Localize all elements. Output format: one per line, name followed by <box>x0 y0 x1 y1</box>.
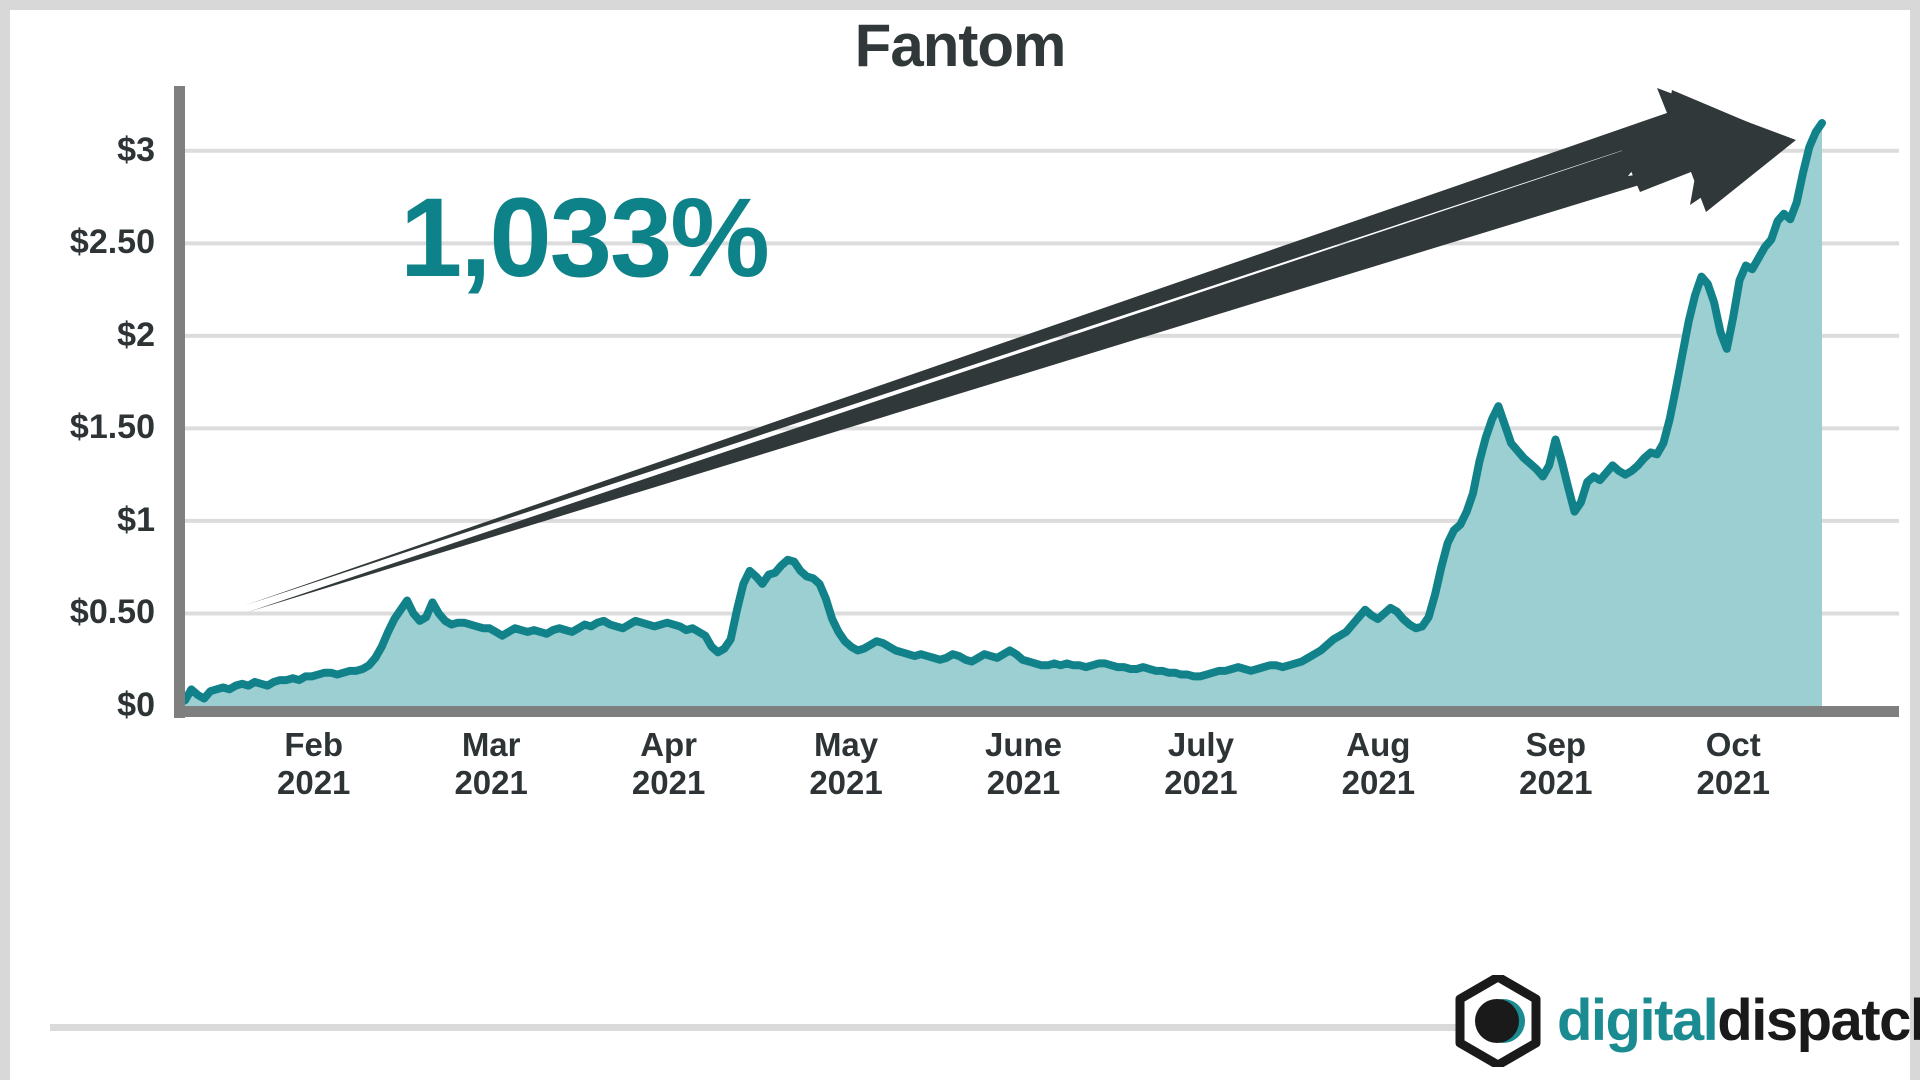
x-axis-tick-year: 2021 <box>809 764 883 801</box>
x-axis-tick-year: 2021 <box>454 764 528 801</box>
y-axis-tick-label: $0.50 <box>69 593 155 632</box>
x-axis-tick-year: 2021 <box>1341 764 1416 801</box>
y-axis-tick-label: $2 <box>117 315 155 354</box>
brand-logo-text-secondary: dispatch <box>1717 988 1920 1053</box>
footer-divider <box>50 1024 1460 1031</box>
y-axis-tick-label: $0 <box>117 686 155 724</box>
x-axis-tick-label: Oct 2021 <box>1653 726 1813 802</box>
page-title: Fantom <box>854 12 1067 79</box>
brand-logo-text: digitaldispatch <box>1557 992 1920 1050</box>
x-axis-tick-label: Sep 2021 <box>1476 726 1636 802</box>
brand-logo-text-primary: digital <box>1557 988 1719 1053</box>
x-axis-tick-year: 2021 <box>986 764 1061 801</box>
y-axis-tick-label: $2.50 <box>69 223 155 262</box>
x-axis-tick-label: Apr 2021 <box>589 726 749 802</box>
price-area-series <box>181 119 1826 706</box>
x-axis-tick-year: 2021 <box>277 764 351 801</box>
y-axis-line <box>174 86 185 718</box>
x-axis-tick-month: Apr <box>640 726 698 763</box>
y-axis-tick-label: $3 <box>117 130 155 169</box>
x-axis-tick-month: Oct <box>1705 726 1761 763</box>
brand-logo: digitaldispatch <box>1455 975 1920 1067</box>
frame-border-right <box>1910 0 1920 1080</box>
x-axis-tick-year: 2021 <box>631 764 706 801</box>
x-axis-tick-year: 2021 <box>1164 764 1238 801</box>
trend-arrow-head <box>1621 88 1796 212</box>
x-axis-tick-month: May <box>813 726 879 763</box>
x-axis-line <box>174 706 1899 717</box>
trend-arrow-icon <box>243 88 1796 612</box>
x-axis-tick-label: May 2021 <box>766 726 926 802</box>
x-axis-tick-label: June 2021 <box>944 726 1104 802</box>
trend-arrow-shape <box>243 90 1788 612</box>
frame-border-left <box>0 0 10 1080</box>
x-axis-tick-label: Feb 2021 <box>234 726 394 802</box>
x-axis-tick-month: Mar <box>461 726 521 763</box>
x-axis-tick-label: Mar 2021 <box>411 726 571 802</box>
x-axis-tick-month: Sep <box>1525 726 1587 763</box>
x-axis-tick-month: July <box>1167 726 1234 763</box>
x-axis-tick-label: Aug 2021 <box>1298 726 1458 802</box>
y-axis-tick-label: $1 <box>117 500 155 539</box>
x-axis-tick-year: 2021 <box>1519 764 1593 801</box>
y-axis-tick-label: $1.50 <box>69 408 155 447</box>
percent-change-callout: 1,033% <box>400 175 770 300</box>
x-axis-tick-label: July 2021 <box>1121 726 1281 802</box>
price-line <box>181 119 1826 705</box>
x-axis-tick-month: Feb <box>284 726 344 763</box>
frame-border-top <box>0 0 1920 10</box>
x-axis-tick-year: 2021 <box>1696 764 1770 801</box>
hexagon-eclipse-logo-icon <box>1455 975 1541 1067</box>
x-axis-tick-month: Aug <box>1346 726 1411 763</box>
x-axis-tick-month: June <box>984 726 1063 763</box>
axis-lines <box>174 86 1899 718</box>
